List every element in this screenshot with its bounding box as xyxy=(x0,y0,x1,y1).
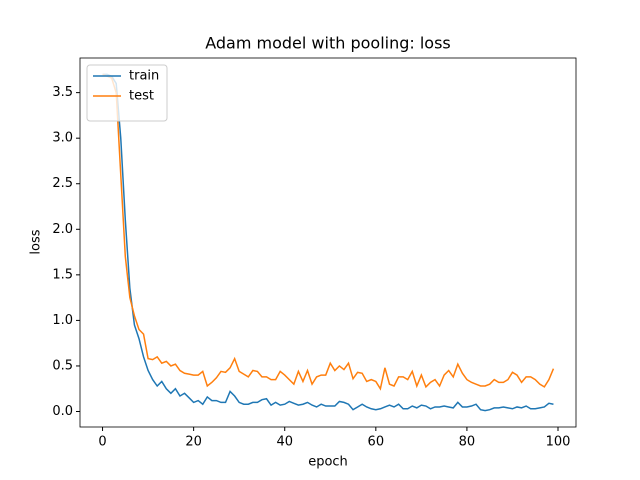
x-tick-label: 60 xyxy=(368,435,385,450)
legend-label: train xyxy=(129,69,159,84)
y-tick-label: 1.5 xyxy=(52,267,73,282)
x-tick-label: 20 xyxy=(185,435,202,450)
y-tick-label: 0.0 xyxy=(52,404,73,419)
y-axis-label: loss xyxy=(29,229,44,254)
x-tick-label: 100 xyxy=(546,435,571,450)
axes-frame xyxy=(79,57,577,428)
x-tick-label: 80 xyxy=(459,435,476,450)
x-tick-label: 0 xyxy=(98,435,106,450)
x-axis-label: epoch xyxy=(308,455,348,470)
y-tick-label: 1.0 xyxy=(52,313,73,328)
x-tick-label: 40 xyxy=(276,435,293,450)
y-tick-label: 2.0 xyxy=(52,222,73,237)
y-tick-label: 3.5 xyxy=(52,85,73,100)
y-tick-label: 2.5 xyxy=(52,176,73,191)
line-series xyxy=(102,73,555,391)
y-tick-label: 3.0 xyxy=(52,131,73,146)
legend-label: test xyxy=(129,89,154,104)
legend-box xyxy=(86,64,168,122)
chart-title: Adam model with pooling: loss xyxy=(205,34,451,53)
line-series xyxy=(102,73,554,412)
y-tick-label: 0.5 xyxy=(52,358,73,373)
